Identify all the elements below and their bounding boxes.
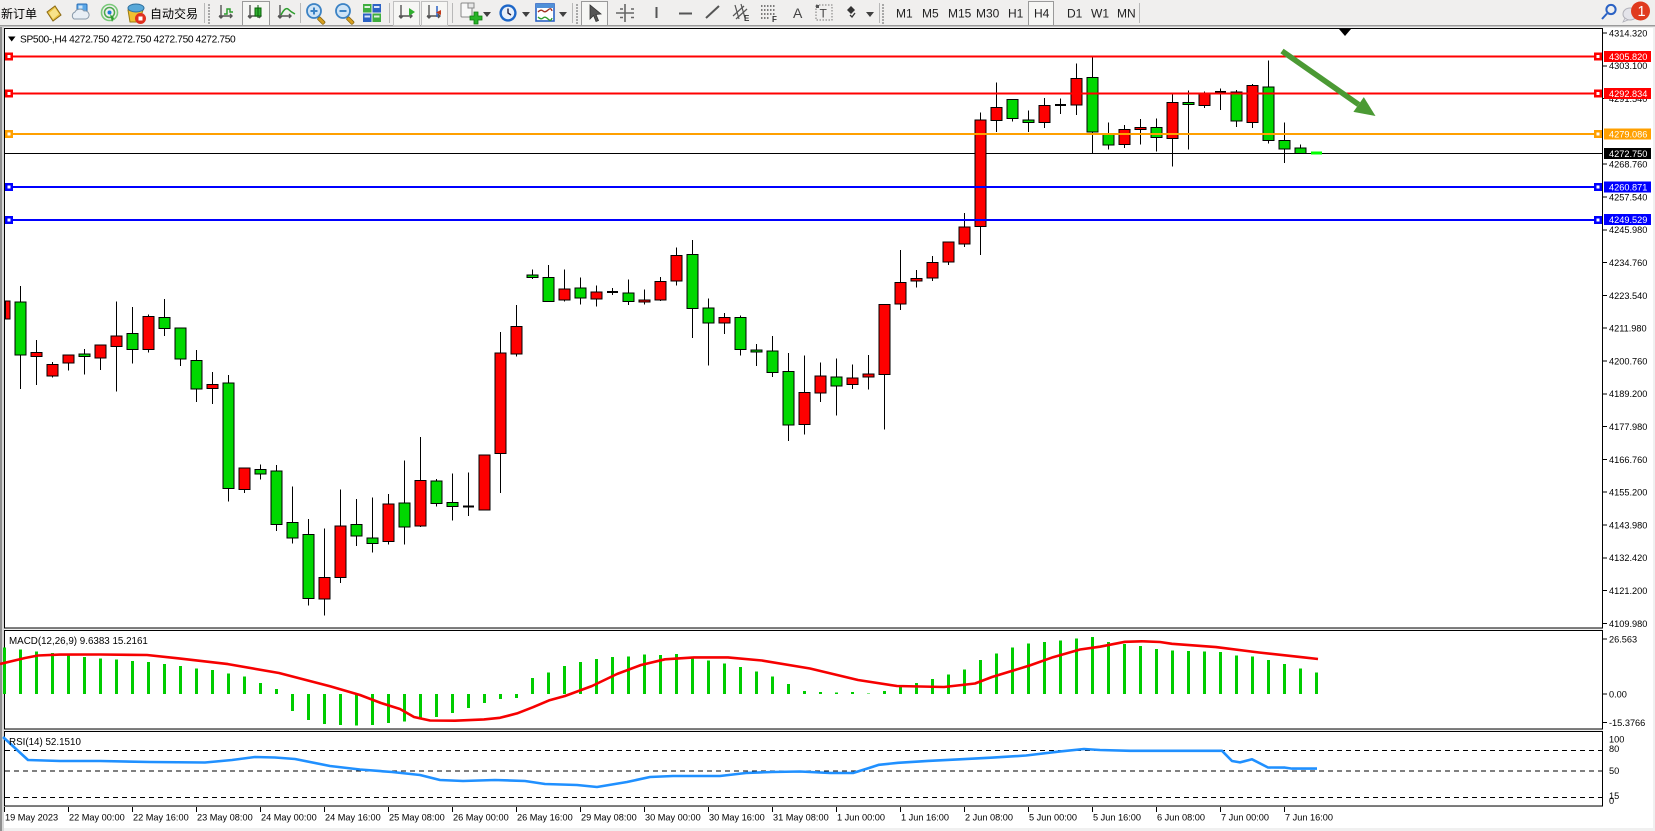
svg-text:4132.420: 4132.420 (1609, 553, 1647, 563)
svg-text:31 May 08:00: 31 May 08:00 (773, 813, 829, 823)
svg-text:6 Jun 08:00: 6 Jun 08:00 (1157, 813, 1205, 823)
svg-text:RSI(14) 52.1510: RSI(14) 52.1510 (9, 737, 81, 748)
svg-text:4314.320: 4314.320 (1609, 28, 1647, 38)
svg-text:2 Jun 08:00: 2 Jun 08:00 (965, 813, 1013, 823)
svg-text:MACD(12,26,9) 9.6383 15.2161: MACD(12,26,9) 9.6383 15.2161 (9, 636, 148, 647)
svg-text:M30: M30 (976, 7, 1000, 21)
svg-text:4121.200: 4121.200 (1609, 586, 1647, 596)
svg-text:M15: M15 (948, 7, 972, 21)
svg-text:新订单: 新订单 (1, 6, 37, 21)
svg-text:4143.980: 4143.980 (1609, 520, 1647, 530)
svg-text:30 May 00:00: 30 May 00:00 (645, 813, 701, 823)
svg-text:4245.980: 4245.980 (1609, 225, 1647, 235)
svg-text:26.563: 26.563 (1609, 634, 1637, 644)
svg-text:0.00: 0.00 (1609, 689, 1627, 699)
svg-text:23 May 08:00: 23 May 08:00 (197, 813, 253, 823)
svg-text:24 May 16:00: 24 May 16:00 (325, 813, 381, 823)
svg-text:7 Jun 16:00: 7 Jun 16:00 (1285, 813, 1333, 823)
svg-text:H4: H4 (1034, 7, 1050, 21)
svg-text:E: E (744, 14, 750, 23)
svg-text:4109.980: 4109.980 (1609, 619, 1647, 629)
svg-text:24 May 00:00: 24 May 00:00 (261, 813, 317, 823)
svg-text:-15.3766: -15.3766 (1609, 718, 1645, 728)
svg-text:T: T (820, 7, 828, 21)
svg-text:4257.540: 4257.540 (1609, 192, 1647, 202)
svg-text:0: 0 (1609, 796, 1614, 806)
svg-text:4279.086: 4279.086 (1609, 129, 1647, 139)
svg-text:4260.871: 4260.871 (1609, 182, 1647, 192)
svg-text:M1: M1 (896, 7, 913, 21)
svg-text:D1: D1 (1067, 7, 1083, 21)
svg-text:26 May 00:00: 26 May 00:00 (453, 813, 509, 823)
svg-text:H1: H1 (1008, 7, 1024, 21)
svg-text:MN: MN (1117, 7, 1136, 21)
svg-text:1: 1 (1638, 4, 1646, 20)
svg-text:80: 80 (1609, 744, 1619, 754)
svg-text:4211.980: 4211.980 (1609, 324, 1647, 334)
svg-text:22 May 00:00: 22 May 00:00 (69, 813, 125, 823)
svg-text:4249.529: 4249.529 (1609, 215, 1647, 225)
svg-text:自动交易: 自动交易 (150, 6, 198, 21)
svg-text:26 May 16:00: 26 May 16:00 (517, 813, 573, 823)
svg-text:19 May 2023: 19 May 2023 (5, 813, 58, 823)
svg-text:50: 50 (1609, 766, 1619, 776)
svg-text:4189.200: 4189.200 (1609, 389, 1647, 399)
svg-text:4177.980: 4177.980 (1609, 422, 1647, 432)
svg-text:4223.540: 4223.540 (1609, 291, 1647, 301)
svg-text:5 Jun 16:00: 5 Jun 16:00 (1093, 813, 1141, 823)
svg-text:SP500-,H4 4272.750 4272.750 4: SP500-,H4 4272.750 4272.750 4272.750 427… (20, 35, 236, 46)
svg-text:A: A (793, 5, 803, 21)
svg-text:15: 15 (1609, 791, 1619, 801)
svg-text:4234.760: 4234.760 (1609, 258, 1647, 268)
svg-text:22 May 16:00: 22 May 16:00 (133, 813, 189, 823)
svg-text:100: 100 (1609, 734, 1624, 744)
svg-text:29 May 08:00: 29 May 08:00 (581, 813, 637, 823)
svg-text:4200.760: 4200.760 (1609, 356, 1647, 366)
svg-text:4303.100: 4303.100 (1609, 61, 1647, 71)
svg-text:1 Jun 16:00: 1 Jun 16:00 (901, 813, 949, 823)
svg-text:4305.820: 4305.820 (1609, 52, 1647, 62)
svg-text:30 May 16:00: 30 May 16:00 (709, 813, 765, 823)
svg-text:4268.760: 4268.760 (1609, 160, 1647, 170)
svg-text:25 May 08:00: 25 May 08:00 (389, 813, 445, 823)
svg-text:7 Jun 00:00: 7 Jun 00:00 (1221, 813, 1269, 823)
svg-text:4292.834: 4292.834 (1609, 89, 1647, 99)
svg-text:4166.760: 4166.760 (1609, 455, 1647, 465)
svg-text:F: F (772, 15, 777, 24)
svg-text:M5: M5 (922, 7, 939, 21)
svg-text:1 Jun 00:00: 1 Jun 00:00 (837, 813, 885, 823)
svg-text:5 Jun 00:00: 5 Jun 00:00 (1029, 813, 1077, 823)
svg-text:4272.750: 4272.750 (1609, 149, 1647, 159)
svg-text:4155.200: 4155.200 (1609, 488, 1647, 498)
svg-text:W1: W1 (1091, 7, 1109, 21)
